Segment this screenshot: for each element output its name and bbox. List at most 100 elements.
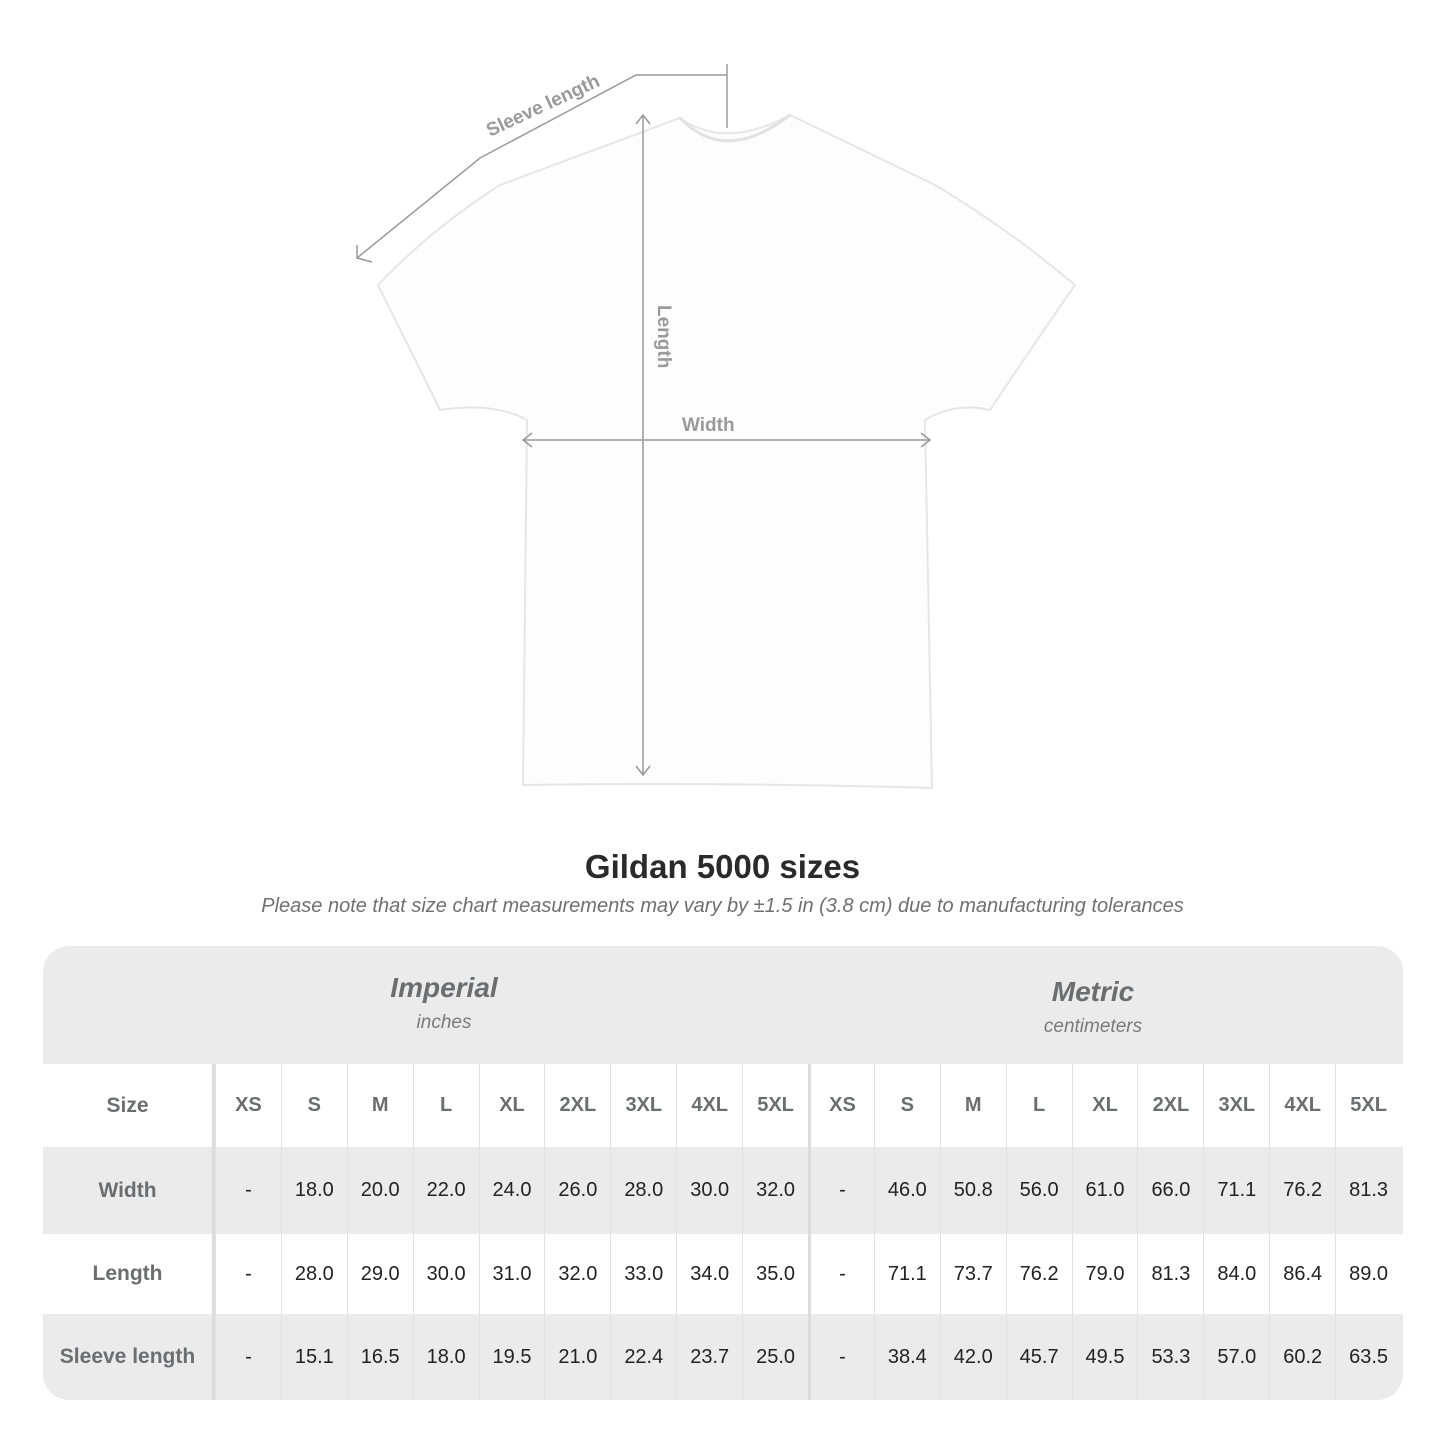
- size-header-metric: 5XL: [1335, 1064, 1401, 1147]
- sleeve-arrowhead: [356, 245, 373, 263]
- metric-value: -: [808, 1234, 874, 1314]
- imperial-value: -: [215, 1314, 281, 1400]
- metric-value: 42.0: [939, 1314, 1006, 1400]
- sleeve-dimension-line: [356, 74, 727, 259]
- unit-header: Imperial inches Metric centimeters: [43, 946, 1403, 1064]
- row-label: Length: [43, 1234, 215, 1314]
- imperial-value: 24.0: [478, 1147, 545, 1234]
- size-label: Size: [43, 1064, 215, 1147]
- imperial-value: 22.0: [412, 1147, 479, 1234]
- metric-value: 38.4: [873, 1314, 940, 1400]
- tolerance-note: Please note that size chart measurements…: [261, 895, 1184, 917]
- imperial-value: 32.0: [742, 1147, 808, 1234]
- length-arrow-top: [635, 113, 651, 125]
- size-header-metric: L: [1005, 1064, 1072, 1147]
- metric-value: 71.1: [873, 1234, 940, 1314]
- metric-value: 73.7: [939, 1234, 1006, 1314]
- metric-value: 53.3: [1137, 1314, 1203, 1400]
- metric-value: 66.0: [1137, 1147, 1203, 1234]
- metric-title: Metric: [1051, 976, 1135, 1007]
- metric-unit: centimeters: [1043, 1016, 1143, 1037]
- metric-value: 57.0: [1203, 1314, 1269, 1400]
- imperial-value: -: [215, 1234, 281, 1314]
- table-row: Length -28.0 29.0 30.0 31.0 32.0 33.0 34.0 35.0-…: [43, 1234, 1403, 1314]
- size-header-imperial: S: [280, 1064, 347, 1147]
- imperial-value: 26.0: [544, 1147, 610, 1234]
- size-header-metric: XS: [808, 1064, 874, 1147]
- size-header-imperial: XS: [215, 1064, 281, 1147]
- size-header-metric: 2XL: [1137, 1064, 1203, 1147]
- imperial-value: 30.0: [676, 1147, 742, 1234]
- size-header-imperial: 4XL: [676, 1064, 742, 1147]
- imperial-value: 32.0: [544, 1234, 610, 1314]
- imperial-value: 35.0: [742, 1234, 808, 1314]
- metric-value: 89.0: [1335, 1234, 1401, 1314]
- imperial-value: 21.0: [544, 1314, 610, 1400]
- tshirt-diagram: Sleeve length Length Width: [356, 64, 1077, 790]
- imperial-value: 15.1: [280, 1314, 347, 1400]
- imperial-value: 22.4: [610, 1314, 676, 1400]
- imperial-unit: inches: [416, 1012, 472, 1033]
- imperial-value: 16.5: [346, 1314, 413, 1400]
- size-header-metric: M: [939, 1064, 1006, 1147]
- metric-value: 63.5: [1335, 1314, 1401, 1400]
- row-label: Width: [43, 1147, 215, 1234]
- imperial-title: Imperial: [390, 972, 498, 1003]
- size-header-imperial: M: [346, 1064, 413, 1147]
- metric-value: 84.0: [1203, 1234, 1269, 1314]
- metric-value: 81.3: [1335, 1147, 1401, 1234]
- width-arrow-right: [920, 432, 932, 448]
- size-header-metric: 3XL: [1203, 1064, 1269, 1147]
- metric-value: 71.1: [1203, 1147, 1269, 1234]
- imperial-value: -: [215, 1147, 281, 1234]
- chart-title: Gildan 5000 sizes: [584, 848, 861, 885]
- size-header-imperial: 2XL: [544, 1064, 610, 1147]
- metric-header: Metric centimeters: [893, 976, 1293, 1038]
- metric-value: 45.7: [1005, 1314, 1072, 1400]
- size-header-imperial: 5XL: [742, 1064, 808, 1147]
- size-header-metric: 4XL: [1269, 1064, 1335, 1147]
- length-arrow-bottom: [635, 765, 651, 777]
- imperial-value: 19.5: [478, 1314, 545, 1400]
- imperial-value: 18.0: [412, 1314, 479, 1400]
- imperial-value: 31.0: [478, 1234, 545, 1314]
- imperial-value: 28.0: [280, 1234, 347, 1314]
- imperial-value: 25.0: [742, 1314, 808, 1400]
- table-row: Sleeve length -15.1 16.5 18.0 19.5 21.0 22.4 23…: [43, 1314, 1403, 1400]
- sleeve-length-label: Sleeve length: [483, 71, 603, 142]
- metric-value: 86.4: [1269, 1234, 1335, 1314]
- size-header-imperial: L: [412, 1064, 479, 1147]
- size-header-metric: XL: [1071, 1064, 1138, 1147]
- metric-value: 46.0: [873, 1147, 940, 1234]
- metric-value: -: [808, 1314, 874, 1400]
- size-header-imperial: XL: [478, 1064, 545, 1147]
- metric-value: 60.2: [1269, 1314, 1335, 1400]
- width-label: Width: [682, 415, 735, 436]
- imperial-header: Imperial inches: [244, 972, 644, 1034]
- width-arrow-left: [521, 432, 533, 448]
- tshirt-collar: [678, 113, 791, 143]
- row-label: Sleeve length: [43, 1314, 215, 1400]
- size-header-row: Size XS S M L XL 2XL 3XL 4XL 5XL XS S M L XL 2XL 3XL 4XL 5…: [43, 1064, 1403, 1147]
- imperial-value: 28.0: [610, 1147, 676, 1234]
- metric-value: 49.5: [1071, 1314, 1138, 1400]
- imperial-value: 30.0: [412, 1234, 479, 1314]
- imperial-value: 18.0: [280, 1147, 347, 1234]
- metric-value: 76.2: [1269, 1147, 1335, 1234]
- metric-value: -: [808, 1147, 874, 1234]
- metric-value: 50.8: [939, 1147, 1006, 1234]
- imperial-value: 20.0: [346, 1147, 413, 1234]
- imperial-value: 33.0: [610, 1234, 676, 1314]
- imperial-value: 23.7: [676, 1314, 742, 1400]
- metric-value: 61.0: [1071, 1147, 1138, 1234]
- tshirt-illustration: [376, 113, 1077, 790]
- size-header-imperial: 3XL: [610, 1064, 676, 1147]
- metric-value: 81.3: [1137, 1234, 1203, 1314]
- size-table: Imperial inches Metric centimeters Size X…: [43, 946, 1403, 1400]
- metric-value: 56.0: [1005, 1147, 1072, 1234]
- length-label: Length: [653, 305, 674, 368]
- metric-value: 79.0: [1071, 1234, 1138, 1314]
- imperial-value: 34.0: [676, 1234, 742, 1314]
- metric-value: 76.2: [1005, 1234, 1072, 1314]
- table-row: Width -18.0 20.0 22.0 24.0 26.0 28.0 30.0 32.0-4…: [43, 1147, 1403, 1234]
